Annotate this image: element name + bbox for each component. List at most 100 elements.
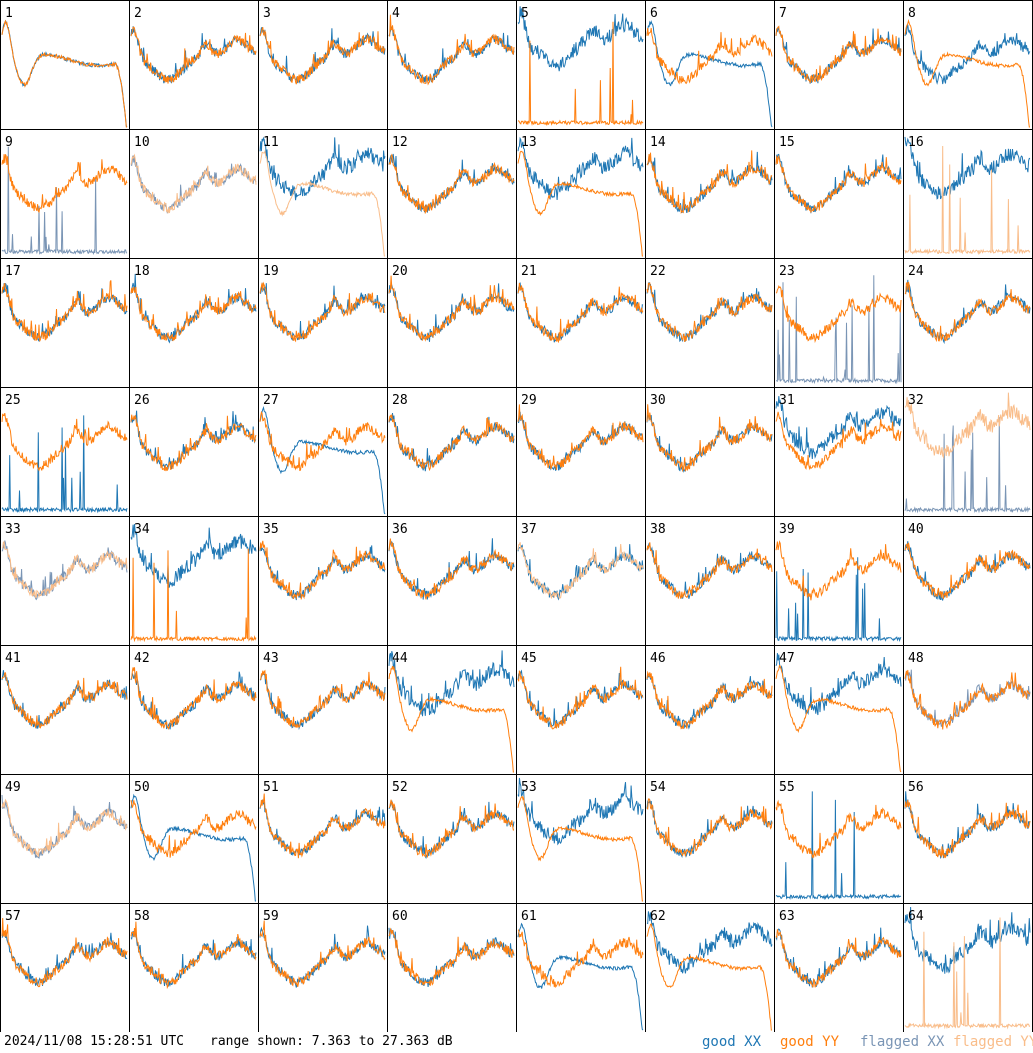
panel-label: 13 [521, 135, 537, 150]
series-xx [259, 136, 386, 201]
series-yy [517, 404, 644, 470]
panel-label: 14 [650, 135, 666, 150]
series-xx [388, 412, 515, 472]
panel-21: 21 [516, 258, 646, 388]
panel-58: 58 [129, 903, 259, 1032]
panel-frame [387, 0, 517, 130]
series-yy [388, 538, 515, 600]
panel-20: 20 [387, 258, 517, 388]
panel-label: 6 [650, 6, 658, 21]
series-xx [646, 542, 773, 599]
panel-19: 19 [258, 258, 388, 388]
panel-label: 5 [521, 6, 529, 21]
series-yy [904, 281, 1031, 343]
series-yy [646, 670, 773, 730]
series-yy [259, 540, 386, 600]
panel-8: 8 [903, 0, 1033, 130]
series-yy [130, 921, 257, 990]
legend-flagged-xx: flagged XX [860, 1034, 945, 1050]
panel-2: 2 [129, 0, 259, 130]
panel-label: 23 [779, 264, 795, 279]
panel-5: 5 [516, 0, 646, 130]
series-yy [388, 414, 515, 472]
panel-label: 49 [5, 780, 21, 795]
panel-25: 25 [0, 387, 130, 517]
panel-17: 17 [0, 258, 130, 388]
series-xx [646, 151, 773, 214]
panel-label: 64 [908, 909, 924, 924]
panel-1: 1 [0, 0, 130, 130]
panel-label: 7 [779, 6, 787, 21]
series-xx [388, 153, 515, 213]
panel-30: 30 [645, 387, 775, 517]
panel-23: 23 [774, 258, 904, 388]
series-xx [388, 650, 515, 717]
panel-label: 25 [5, 393, 21, 408]
series-xx [904, 136, 1031, 200]
panel-57: 57 [0, 903, 130, 1032]
series-xx [388, 927, 515, 988]
panel-label: 54 [650, 780, 666, 795]
series-yy [130, 414, 257, 472]
panel-45: 45 [516, 645, 646, 775]
panel-label: 56 [908, 780, 924, 795]
series-xx [259, 26, 386, 84]
series-xx [775, 927, 902, 988]
series-yy [130, 548, 257, 643]
panel-26: 26 [129, 387, 259, 517]
series-xx [775, 275, 902, 385]
panel-46: 46 [645, 645, 775, 775]
panel-label: 62 [650, 909, 666, 924]
panel-3: 3 [258, 0, 388, 130]
series-yy [646, 404, 773, 473]
panel-label: 46 [650, 651, 666, 666]
panel-51: 51 [258, 774, 388, 904]
panel-label: 17 [5, 264, 21, 279]
panel-55: 55 [774, 774, 904, 904]
series-yy [775, 285, 902, 344]
series-xx [775, 396, 902, 460]
series-yy [1, 280, 128, 342]
series-xx [775, 557, 902, 643]
series-yy [1, 798, 128, 857]
series-yy [517, 542, 644, 599]
series-yy [904, 669, 1031, 730]
legend-good-xx: good XX [702, 1034, 762, 1050]
series-xx [1, 794, 128, 859]
panel-24: 24 [903, 258, 1033, 388]
panel-label: 33 [5, 522, 21, 537]
panel-label: 48 [908, 651, 924, 666]
series-yy [1, 412, 128, 472]
panel-label: 37 [521, 522, 537, 537]
panel-label: 29 [521, 393, 537, 408]
panel-label: 8 [908, 6, 916, 21]
panel-label: 44 [392, 651, 408, 666]
panel-43: 43 [258, 645, 388, 775]
footer: 2024/11/08 15:28:51 UTC range shown: 7.3… [0, 1032, 1033, 1053]
panel-label: 12 [392, 135, 408, 150]
series-xx [775, 26, 902, 84]
panel-40: 40 [903, 516, 1033, 646]
panel-label: 63 [779, 909, 795, 924]
panel-label: 57 [5, 909, 21, 924]
series-yy [517, 666, 644, 730]
series-yy [646, 923, 772, 1031]
series-xx [775, 653, 902, 716]
series-yy [517, 929, 644, 988]
series-xx [904, 24, 1031, 85]
panel-label: 28 [392, 393, 408, 408]
panel-13: 13 [516, 129, 646, 259]
series-yy [388, 275, 515, 342]
series-xx [904, 791, 1031, 860]
series-yy [775, 540, 902, 601]
series-xx [517, 777, 644, 846]
series-yy [775, 664, 902, 773]
series-yy [646, 150, 773, 214]
series-yy [646, 542, 773, 600]
panel-label: 26 [134, 393, 150, 408]
panel-label: 52 [392, 780, 408, 795]
series-xx [1, 283, 128, 343]
series-yy [130, 667, 257, 731]
series-xx [259, 544, 386, 601]
